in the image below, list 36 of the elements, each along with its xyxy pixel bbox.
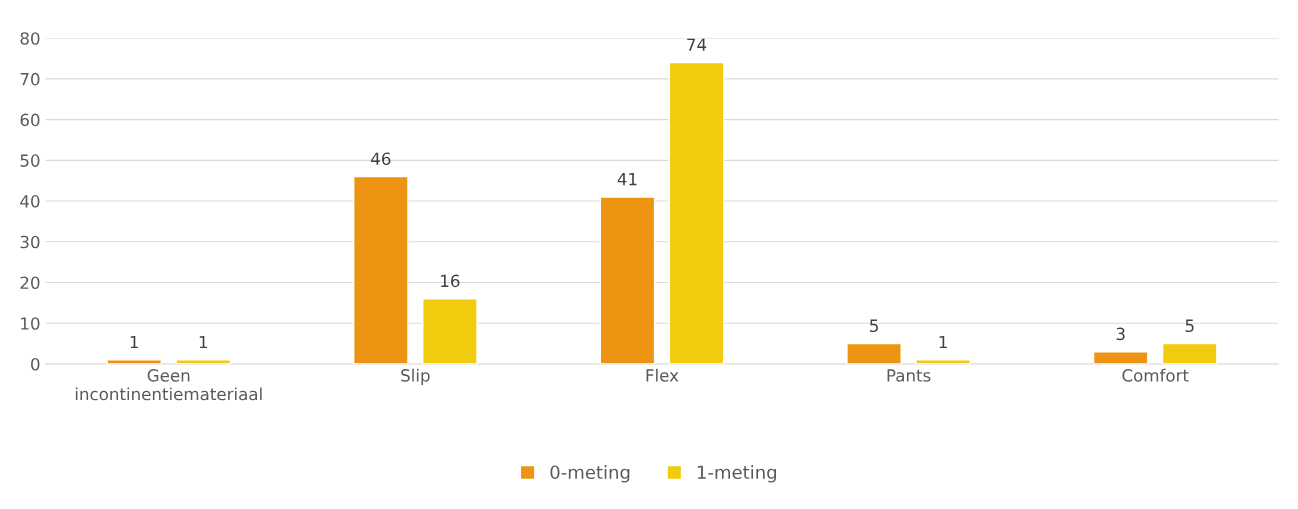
bar [353,175,409,364]
data-label: 46 [371,152,391,166]
bar [106,359,163,364]
x-tick-label: Flex [646,368,679,382]
data-label: 16 [441,274,460,288]
bar [915,359,971,364]
y-tick-label: 20 [20,276,40,290]
bar [175,359,232,364]
data-label: 1 [939,335,947,349]
data-label: 41 [617,173,637,186]
bar [1092,351,1149,364]
data-label: 1 [199,335,208,349]
bar [846,342,902,364]
y-tick-label: 40 [20,195,40,208]
y-tick-label: 50 [20,154,40,167]
bar [422,298,478,364]
y-tick-label: 70 [20,72,40,86]
y-tick-label: 10 [21,317,40,330]
y-tick-label: 80 [20,32,40,45]
legend-label: 0-meting [550,465,630,483]
data-label: 1 [130,335,138,349]
y-tick-label: 60 [20,113,40,127]
bar [668,61,725,364]
x-tick-label: Slip [401,368,430,385]
bar [599,196,656,364]
x-tick-label: Geen incontinentiemateriaal [75,369,262,401]
x-tick-label: Pants [887,369,931,382]
data-label: 5 [870,319,878,333]
x-tick-label: Comfort [1122,368,1189,382]
y-tick-label: 0 [31,357,40,371]
data-label: 3 [1116,327,1125,341]
legend-label: 1-meting [697,465,776,483]
data-label: 5 [1185,319,1194,333]
y-tick-label: 30 [20,235,40,249]
data-label: 74 [687,38,707,51]
bar [1161,342,1218,364]
